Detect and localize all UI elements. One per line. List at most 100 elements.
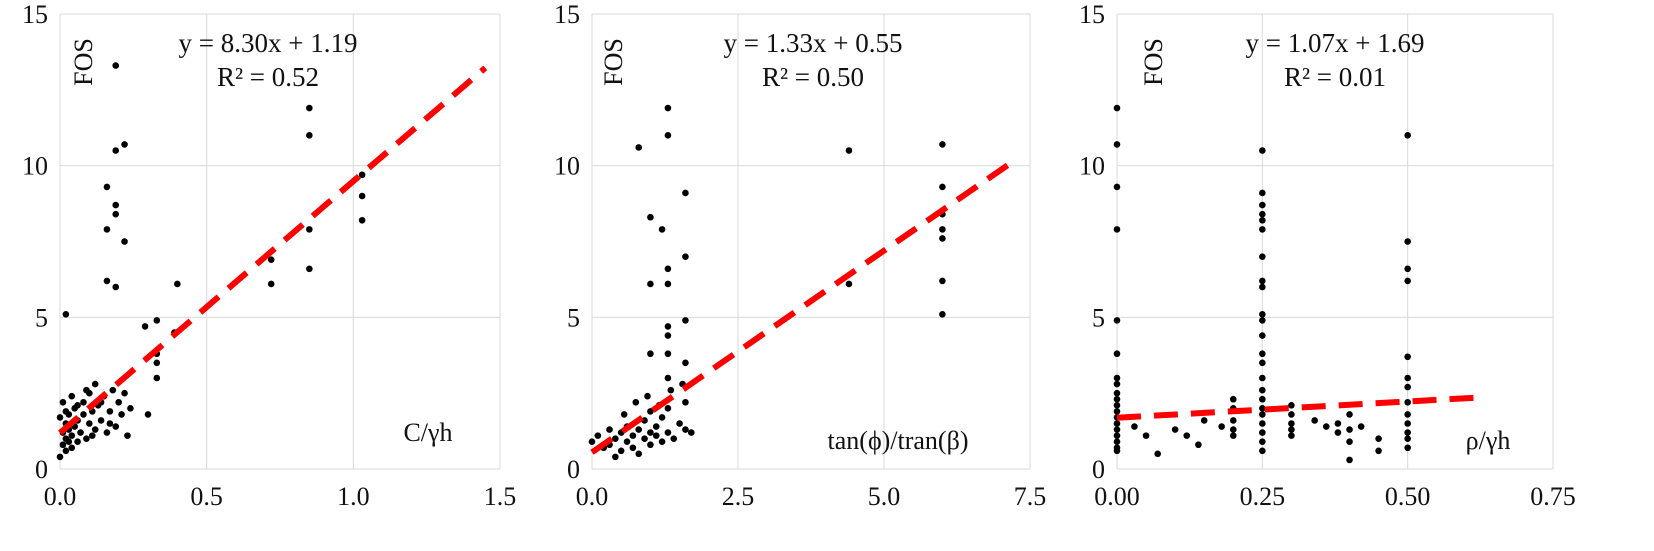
x-axis-label: tan(ϕ)/tran(β)	[828, 426, 969, 455]
data-point	[174, 280, 181, 288]
data-point	[1334, 420, 1342, 427]
data-point	[939, 226, 946, 233]
data-point	[1259, 447, 1266, 455]
data-point	[358, 216, 366, 224]
data-point	[91, 426, 99, 433]
data-point	[1259, 405, 1266, 412]
data-point	[1404, 265, 1411, 273]
data-point	[939, 277, 946, 285]
data-point	[153, 374, 161, 382]
data-point	[153, 317, 161, 324]
data-point	[647, 280, 654, 288]
data-point	[1346, 411, 1353, 418]
y-axis-label: FOS	[69, 38, 98, 86]
data-point	[62, 311, 70, 318]
data-point	[652, 432, 660, 439]
trendline-equation: y = 1.33x + 0.55	[724, 28, 903, 58]
data-point	[1171, 426, 1179, 433]
data-point	[664, 350, 672, 358]
data-point	[658, 226, 666, 233]
data-point	[1288, 420, 1295, 427]
data-point	[1404, 420, 1411, 427]
y-tick-label: 10	[1079, 152, 1105, 181]
data-point	[74, 438, 81, 446]
data-point	[112, 423, 120, 430]
x-tick-label: 0.75	[1530, 482, 1576, 511]
data-point	[845, 147, 853, 154]
data-point	[682, 398, 689, 406]
data-point	[112, 147, 120, 154]
data-point	[1195, 441, 1202, 449]
data-point	[1259, 216, 1266, 224]
data-point	[1113, 426, 1121, 433]
data-point	[682, 189, 689, 197]
data-point	[635, 450, 643, 458]
y-tick-label: 5	[567, 303, 580, 332]
data-point	[612, 435, 619, 442]
data-point	[1113, 104, 1121, 112]
x-tick-label: 1.0	[337, 482, 370, 511]
x-tick-label: 0.50	[1385, 482, 1431, 511]
data-point	[606, 426, 613, 433]
data-point	[62, 408, 70, 415]
data-point	[1142, 432, 1150, 439]
data-point	[647, 213, 654, 221]
data-point	[682, 359, 689, 367]
data-point	[1200, 417, 1208, 424]
data-point	[1113, 374, 1121, 382]
data-point	[1288, 432, 1295, 439]
trendline-equation: y = 1.07x + 1.69	[1246, 28, 1425, 58]
data-point	[112, 201, 120, 209]
data-point	[647, 429, 654, 436]
data-point	[56, 453, 64, 461]
data-point	[1259, 438, 1266, 446]
x-tick-label: 1.5	[484, 482, 517, 511]
data-point	[1218, 423, 1225, 430]
data-point	[632, 398, 640, 406]
data-point	[68, 444, 76, 452]
data-point	[1357, 423, 1365, 430]
data-point	[1259, 210, 1266, 218]
data-point	[65, 438, 73, 446]
data-point	[1183, 432, 1191, 439]
data-point	[1113, 447, 1121, 455]
data-point	[1259, 317, 1266, 324]
data-point	[59, 398, 67, 406]
data-point	[1259, 374, 1266, 382]
data-point	[1288, 411, 1295, 418]
data-point	[629, 444, 637, 452]
data-point	[1404, 132, 1411, 139]
data-point	[1113, 350, 1121, 358]
data-point	[1113, 389, 1121, 397]
data-point	[664, 132, 672, 139]
data-point	[1229, 426, 1237, 433]
x-tick-label: 2.5	[722, 482, 755, 511]
r-squared-label: R² = 0.52	[217, 62, 319, 92]
data-point	[62, 447, 70, 455]
data-point	[617, 447, 625, 455]
data-point	[1113, 380, 1121, 388]
data-point	[1113, 317, 1121, 324]
data-point	[647, 350, 654, 358]
data-point	[1113, 141, 1121, 148]
data-point	[103, 277, 111, 285]
y-tick-label: 5	[1092, 303, 1105, 332]
data-point	[1311, 417, 1318, 424]
data-point	[103, 429, 111, 436]
data-point	[86, 420, 93, 427]
data-point	[153, 359, 161, 367]
data-point	[647, 441, 654, 449]
x-tick-label: 7.5	[1014, 482, 1047, 511]
data-point	[664, 280, 672, 288]
data-point	[670, 435, 678, 442]
data-point	[1404, 435, 1411, 442]
x-tick-label: 0.25	[1240, 482, 1286, 511]
data-point	[664, 265, 672, 273]
trendline	[58, 65, 488, 436]
data-point	[682, 426, 689, 433]
x-axis-label: ρ/γh	[1466, 426, 1511, 455]
data-point	[267, 256, 275, 264]
data-point	[845, 280, 853, 288]
data-point	[68, 432, 76, 439]
data-point	[1113, 226, 1121, 233]
